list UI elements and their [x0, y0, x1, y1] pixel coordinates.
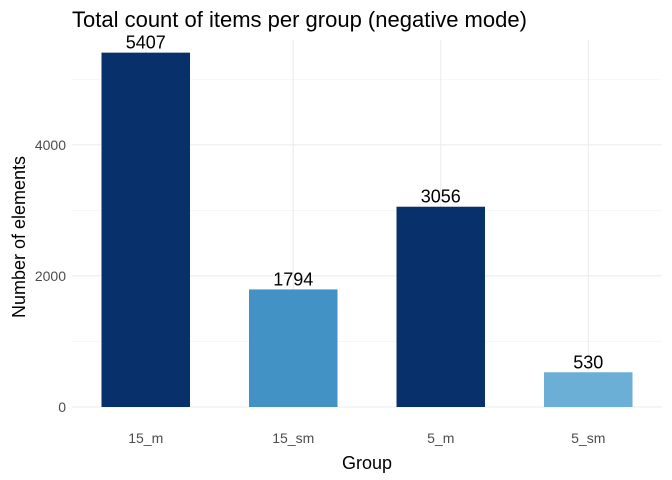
x-tick-label: 15_sm [272, 430, 314, 446]
y-tick-label: 4000 [35, 137, 66, 153]
x-axis-title: Group [342, 453, 392, 473]
data-label-5_m: 3056 [421, 187, 461, 207]
chart-title: Total count of items per group (negative… [72, 7, 527, 32]
y-tick-label: 0 [58, 399, 66, 415]
bar-15_m [101, 52, 190, 408]
bar-5_sm [544, 372, 633, 407]
bar-5_m [396, 206, 485, 407]
x-tick-label: 5_sm [571, 430, 605, 446]
data-label-15_sm: 1794 [273, 269, 313, 289]
x-tick-label: 15_m [128, 430, 163, 446]
data-label-5_sm: 530 [573, 352, 603, 372]
x-tick-label: 5_m [427, 430, 454, 446]
bars [101, 52, 633, 408]
bar-15_sm [249, 289, 338, 407]
y-axis-ticks: 0 2000 4000 [35, 137, 66, 415]
x-axis-ticks: 15_m 15_sm 5_m 5_sm [128, 430, 605, 446]
y-axis-title: Number of elements [9, 156, 29, 318]
data-label-15_m: 5407 [126, 33, 166, 53]
y-tick-label: 2000 [35, 268, 66, 284]
data-labels: 5407 1794 3056 530 [126, 33, 604, 373]
